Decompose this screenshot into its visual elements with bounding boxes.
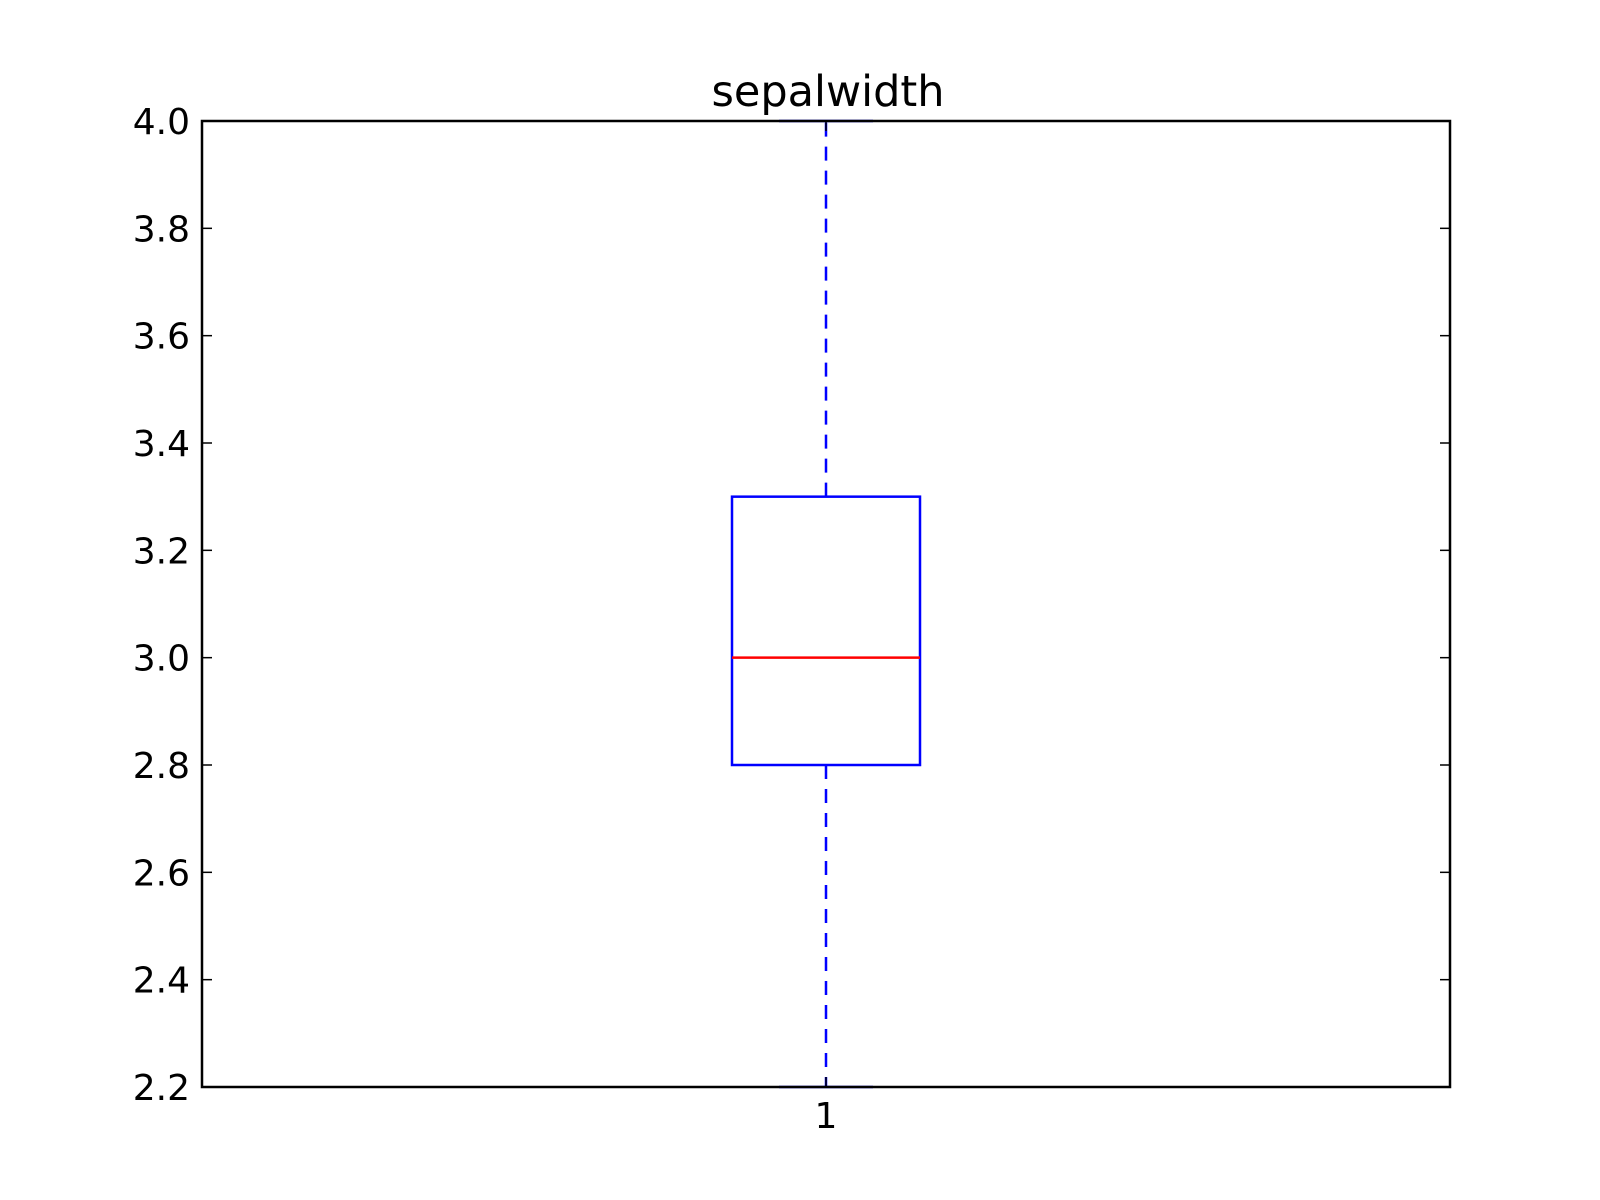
y-tick-label: 3.8 [133, 209, 190, 250]
y-tick-label: 3.0 [133, 639, 190, 680]
y-tick-label: 2.4 [133, 961, 190, 1002]
interquartile-box [730, 495, 922, 767]
y-tick-label: 3.6 [133, 317, 190, 358]
x-axis: 1 [815, 121, 838, 1137]
y-tick-label: 2.6 [133, 853, 190, 894]
y-tick-label: 3.2 [133, 531, 190, 572]
chart-title: sepalwidth [712, 67, 945, 117]
y-axis: 2.2 2.4 2.6 2.8 3.0 3.2 3.4 3.6 3.8 4.0 [133, 102, 1450, 1109]
y-tick-label: 3.4 [133, 424, 190, 465]
y-tick-label: 2.8 [133, 746, 190, 787]
y-tick-label: 2.2 [133, 1068, 190, 1109]
x-tick-label: 1 [815, 1096, 838, 1137]
y-tick-label: 4.0 [133, 102, 190, 143]
